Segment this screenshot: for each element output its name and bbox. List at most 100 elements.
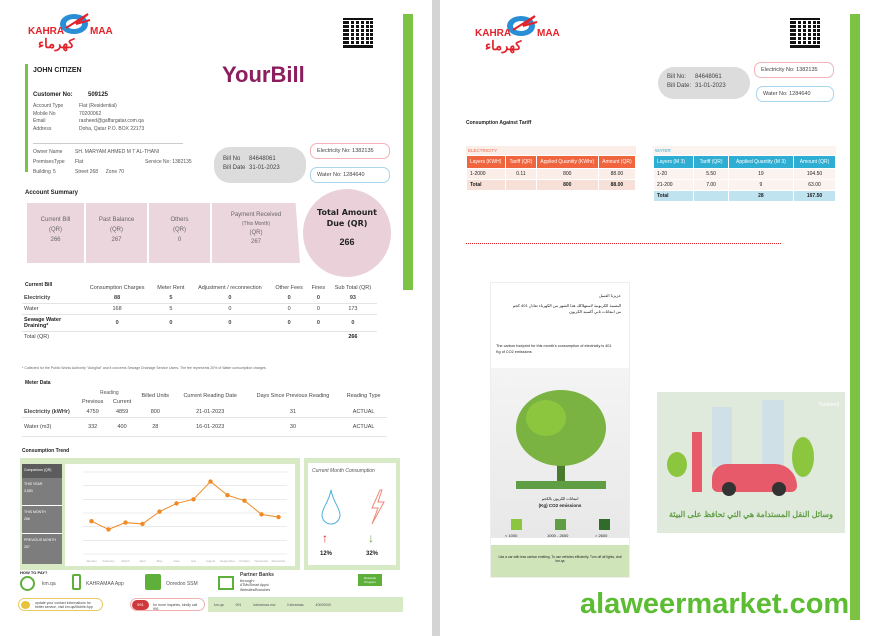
divider: [33, 143, 183, 144]
electricity-tariff-table: ELECTRICITY Layers (KWH) Tariff (QR) Appli…: [465, 146, 637, 191]
kahramaa-logo: KAHRA MAA كهرماء: [475, 14, 565, 54]
pay-app[interactable]: KAHRAMAA App: [86, 581, 124, 587]
total-due-amount: 266: [339, 237, 355, 247]
x-tick-label: January: [86, 559, 97, 563]
x-tick-label: March: [121, 559, 130, 563]
tariff-note-line: [466, 243, 781, 244]
link-website[interactable]: km.qa: [214, 602, 224, 607]
bill-info-pill: Bill No: 84648061 Bill Date: 31-01-2023: [658, 67, 750, 99]
water-no-box: Water No: 1284640: [310, 167, 390, 183]
section-title: Consumption Trend: [22, 448, 70, 454]
trend-panel: Comparison (QR) THIS YEAR 3,583 THIS MONT…: [20, 458, 300, 570]
arrow-up-icon: ↑: [322, 531, 328, 545]
link-whatsapp[interactable]: 40000000: [315, 602, 332, 607]
data-point: [242, 498, 247, 503]
green-accent-bar: [403, 14, 413, 290]
footnote: * Collected for the Public Works Authori…: [22, 366, 267, 370]
summary-payment-received: Payment Received (This Month) (QR) 267: [212, 203, 300, 263]
data-point: [225, 493, 230, 498]
qr-code[interactable]: [790, 18, 820, 48]
x-tick-label: July: [191, 559, 197, 563]
data-point: [89, 519, 94, 524]
x-tick-label: December: [272, 559, 286, 563]
section-title: Meter Data: [25, 380, 51, 386]
charger-icon: [692, 432, 702, 492]
section-title: Account Summary: [25, 190, 79, 196]
data-point: [259, 512, 264, 517]
customer-no: 509125: [88, 92, 109, 98]
total-due-circle: Total Amount Due (QR) 266: [303, 189, 391, 277]
table-row: Electricity 88 5 0 0 0 93: [22, 293, 377, 304]
partner-banks: Partner Banks through: ATMs/Smart Apps/ We…: [240, 572, 274, 593]
pay-ooredoo[interactable]: Ooredoo SSM: [166, 581, 198, 587]
x-tick-label: November: [255, 559, 269, 563]
lightning-icon: [371, 489, 385, 525]
electricity-change: 32%: [366, 551, 379, 557]
link-social[interactable]: kahramaa.mw: [253, 602, 276, 607]
table-row: Electricity (kWHr) 4759 4859 800 21-01-2023 3…: [22, 407, 387, 418]
data-point: [123, 520, 128, 525]
sustainable-transport-ad[interactable]: Tarsheed وسائل النقل المستدامة هي التي ت…: [657, 392, 845, 533]
series-line: [91, 480, 279, 530]
electricity-no-box: Electricity No: 1382135: [310, 143, 390, 159]
consumption-trend-chart: January February March April May June July Augu…: [65, 464, 295, 566]
customer-fields: Account Type Flat (Residential) Mobile No…: [33, 103, 145, 132]
table-total-row: Total 800 88.00: [465, 179, 637, 191]
tree-icon: [516, 390, 606, 489]
x-tick-label: August: [206, 559, 216, 563]
green-accent-bar: [850, 14, 860, 620]
current-bill-table: Consumption Charges Meter Rent Adjustment …: [22, 283, 377, 342]
water-drop-icon: [321, 489, 341, 525]
ssm-icon: [145, 574, 161, 590]
data-point: [276, 514, 281, 520]
call-notice[interactable]: 991 for more inquiries, kindly call 991: [130, 598, 205, 611]
rewards-badge[interactable]: Rewards Program: [358, 574, 382, 586]
summary-current-bill: Current Bill (QR) 266: [27, 203, 84, 263]
water-no-box: Water No: 1284640: [756, 86, 834, 102]
table-row: Water 168 5 0 0 0 173: [22, 303, 377, 315]
link-social-handle[interactable]: Kahramaa: [287, 602, 304, 607]
table-total-row: Total (QR) 266: [24, 334, 358, 340]
how-to-pay-title: HOW TO PAY?: [20, 570, 48, 575]
logo-emblem-icon: [60, 13, 91, 34]
summary-others: Others (QR) 0: [149, 203, 210, 263]
reading-group-header: Reading: [100, 390, 119, 396]
x-tick-label: June: [173, 559, 180, 563]
logo-emblem-icon: [507, 15, 538, 36]
water-change: 12%: [320, 551, 333, 557]
social-links-bar: km.qa 991 kahramaa.mw Kahramaa 40000000: [208, 597, 403, 612]
section-title: Consumption Against Tariff: [466, 120, 532, 126]
link-phone[interactable]: 991: [235, 602, 242, 607]
contact-icon: [21, 601, 30, 609]
legend-swatch-high: [599, 519, 610, 530]
x-tick-label: October: [239, 559, 250, 563]
current-month-panel: Current Month Consumption ↑ ↓ 12% 32%: [304, 458, 400, 570]
premises-info: Owner Name SH. MARYAM AHMED M T AL-THANI …: [33, 149, 192, 175]
x-tick-label: February: [102, 559, 115, 563]
section-title: Current Bill: [25, 282, 53, 288]
customer-accent: [25, 64, 28, 172]
data-point: [191, 497, 196, 502]
arrow-down-icon: ↓: [368, 531, 374, 545]
data-point: [174, 501, 179, 506]
table-row: Sewage Water Draining* 0 0 0 0 0 0: [22, 314, 377, 332]
pay-website[interactable]: km.qa: [42, 581, 56, 587]
page-title: YourBill: [222, 62, 305, 87]
globe-icon: [20, 576, 35, 591]
update-contact-notice[interactable]: update your contact informations for bet…: [18, 598, 103, 611]
call-991-badge: 991: [132, 600, 149, 610]
table-row: Water (m3) 332 400 28 16-01-2023 30 ACTUAL: [22, 417, 387, 437]
table-row: 21-200 7.00 9 63.00: [652, 179, 836, 191]
table-row: 1-2000 0.11 800 88.00: [465, 168, 637, 180]
customer-name: JOHN CITIZEN: [33, 67, 82, 74]
x-tick-label: September: [220, 559, 235, 563]
customer-no-label: Customer No:: [33, 92, 73, 98]
page-separator: [432, 0, 440, 636]
bank-icon: [218, 576, 234, 590]
phone-icon: [72, 574, 81, 590]
bill-page-1: KAHRA MAA كهرماء JOHN CITIZEN YourBill C…: [0, 0, 432, 636]
qr-code[interactable]: [343, 18, 373, 48]
x-tick-label: May: [157, 559, 163, 563]
electricity-no-box: Electricity No: 1382135: [754, 62, 834, 78]
data-point: [208, 479, 213, 484]
